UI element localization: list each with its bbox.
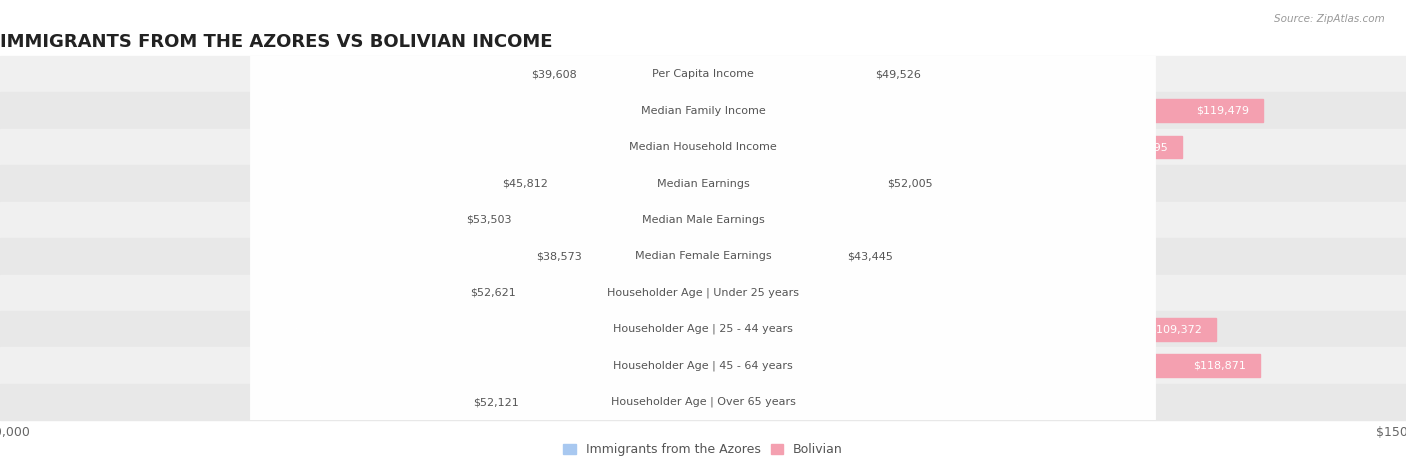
Bar bbox=[0, 347, 1406, 384]
Text: $49,526: $49,526 bbox=[875, 69, 921, 79]
Text: $39,608: $39,608 bbox=[531, 69, 578, 79]
FancyBboxPatch shape bbox=[250, 0, 1156, 467]
Bar bbox=[703, 282, 977, 304]
Bar bbox=[0, 238, 1406, 275]
Text: $94,138: $94,138 bbox=[276, 361, 322, 371]
Bar bbox=[703, 99, 1263, 122]
Text: $58,506: $58,506 bbox=[918, 288, 963, 298]
Bar bbox=[453, 209, 703, 231]
Bar bbox=[0, 384, 1406, 420]
Text: $92,322: $92,322 bbox=[284, 324, 330, 334]
FancyBboxPatch shape bbox=[250, 0, 1156, 467]
Bar bbox=[0, 92, 1406, 129]
Bar bbox=[703, 354, 1260, 377]
Bar bbox=[326, 136, 703, 158]
Text: $61,066: $61,066 bbox=[929, 215, 976, 225]
Text: $102,195: $102,195 bbox=[1115, 142, 1168, 152]
Bar bbox=[517, 63, 703, 85]
Bar bbox=[0, 275, 1406, 311]
Text: $119,479: $119,479 bbox=[1197, 106, 1249, 116]
Bar bbox=[703, 172, 946, 195]
Bar bbox=[256, 99, 703, 122]
Bar bbox=[703, 318, 1216, 340]
FancyBboxPatch shape bbox=[250, 0, 1156, 467]
FancyBboxPatch shape bbox=[250, 0, 1156, 467]
Bar bbox=[703, 63, 935, 85]
Text: Householder Age | 25 - 44 years: Householder Age | 25 - 44 years bbox=[613, 324, 793, 334]
Text: $45,812: $45,812 bbox=[502, 178, 548, 189]
Bar bbox=[270, 318, 703, 340]
Bar bbox=[0, 311, 1406, 347]
Text: IMMIGRANTS FROM THE AZORES VS BOLIVIAN INCOME: IMMIGRANTS FROM THE AZORES VS BOLIVIAN I… bbox=[0, 33, 553, 50]
Text: Householder Age | 45 - 64 years: Householder Age | 45 - 64 years bbox=[613, 361, 793, 371]
Text: $80,357: $80,357 bbox=[340, 142, 387, 152]
Text: $95,402: $95,402 bbox=[270, 106, 316, 116]
Text: Per Capita Income: Per Capita Income bbox=[652, 69, 754, 79]
Bar bbox=[0, 202, 1406, 238]
Bar bbox=[262, 354, 703, 377]
Text: Median Family Income: Median Family Income bbox=[641, 106, 765, 116]
Text: $43,445: $43,445 bbox=[846, 251, 893, 262]
FancyBboxPatch shape bbox=[250, 0, 1156, 467]
Bar bbox=[522, 245, 703, 268]
Text: Median Male Earnings: Median Male Earnings bbox=[641, 215, 765, 225]
Bar bbox=[0, 129, 1406, 165]
Bar bbox=[0, 56, 1406, 92]
Text: $52,005: $52,005 bbox=[887, 178, 932, 189]
Text: $109,372: $109,372 bbox=[1149, 324, 1202, 334]
FancyBboxPatch shape bbox=[250, 0, 1156, 467]
Legend: Immigrants from the Azores, Bolivian: Immigrants from the Azores, Bolivian bbox=[558, 439, 848, 461]
FancyBboxPatch shape bbox=[250, 0, 1156, 467]
Text: Median Earnings: Median Earnings bbox=[657, 178, 749, 189]
Text: $52,621: $52,621 bbox=[471, 288, 516, 298]
Bar bbox=[703, 209, 990, 231]
Text: $74,245: $74,245 bbox=[991, 397, 1036, 407]
Text: Source: ZipAtlas.com: Source: ZipAtlas.com bbox=[1274, 14, 1385, 24]
Bar bbox=[703, 136, 1182, 158]
Text: $52,121: $52,121 bbox=[472, 397, 519, 407]
Text: $118,871: $118,871 bbox=[1194, 361, 1246, 371]
Text: $38,573: $38,573 bbox=[536, 251, 582, 262]
Text: $53,503: $53,503 bbox=[467, 215, 512, 225]
Text: Householder Age | Over 65 years: Householder Age | Over 65 years bbox=[610, 397, 796, 407]
FancyBboxPatch shape bbox=[250, 0, 1156, 467]
Text: Householder Age | Under 25 years: Householder Age | Under 25 years bbox=[607, 288, 799, 298]
Text: Median Household Income: Median Household Income bbox=[628, 142, 778, 152]
Bar bbox=[703, 391, 1050, 413]
Bar bbox=[488, 172, 703, 195]
Text: Median Female Earnings: Median Female Earnings bbox=[634, 251, 772, 262]
FancyBboxPatch shape bbox=[250, 0, 1156, 467]
FancyBboxPatch shape bbox=[250, 0, 1156, 467]
Bar bbox=[458, 391, 703, 413]
Bar bbox=[703, 245, 907, 268]
Bar bbox=[457, 282, 703, 304]
Bar bbox=[0, 165, 1406, 202]
